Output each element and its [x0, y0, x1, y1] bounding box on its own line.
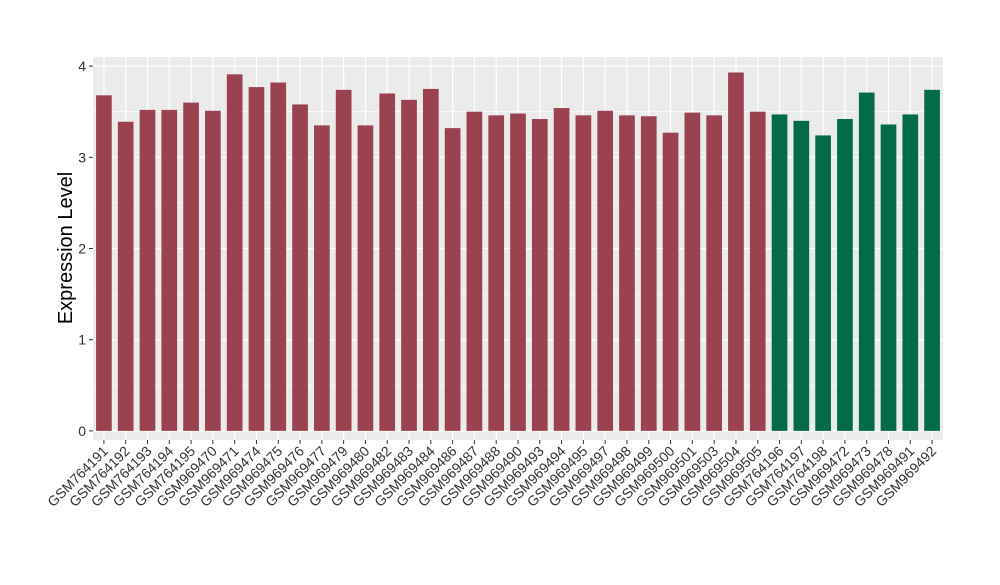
bar — [292, 104, 308, 431]
bar — [183, 102, 199, 431]
bar — [553, 108, 570, 431]
bar — [706, 115, 722, 431]
bar — [314, 125, 330, 431]
bar — [226, 74, 243, 431]
bar — [379, 93, 396, 431]
y-tick-label: 0 — [78, 423, 86, 439]
bar — [902, 114, 919, 431]
y-tick-label: 4 — [78, 58, 86, 74]
bar — [880, 124, 897, 431]
y-axis: 0 1 2 3 4 — [78, 58, 93, 439]
y-tick-label: 2 — [78, 241, 86, 257]
bar — [357, 125, 374, 431]
bar — [161, 109, 178, 431]
bar — [335, 89, 352, 431]
bar — [270, 82, 287, 431]
bar — [422, 88, 439, 431]
bar — [466, 111, 483, 431]
bar — [205, 110, 221, 431]
bar — [531, 119, 548, 431]
bar — [793, 120, 810, 431]
bar — [815, 135, 831, 431]
bar — [837, 119, 853, 431]
bar — [401, 99, 417, 431]
y-tick-label: 3 — [78, 149, 86, 165]
bar — [575, 115, 592, 431]
bar — [684, 112, 701, 431]
x-axis: GSM764191GSM764192GSM764193GSM764194GSM7… — [44, 440, 939, 510]
bar — [619, 115, 635, 431]
bar — [640, 116, 657, 431]
y-tick-label: 1 — [78, 332, 86, 348]
bar — [139, 109, 156, 431]
bars — [96, 72, 940, 431]
bar — [728, 72, 744, 431]
bar — [858, 92, 875, 431]
bar — [771, 114, 788, 431]
bar — [117, 121, 134, 431]
bar — [96, 95, 112, 431]
bar — [248, 87, 265, 431]
bar — [597, 110, 614, 431]
bar — [924, 89, 940, 431]
bar — [488, 115, 505, 431]
bar — [510, 113, 526, 431]
bar — [662, 132, 679, 431]
y-axis-title: Expression Level — [55, 172, 77, 324]
bar — [444, 128, 461, 431]
bar — [749, 111, 766, 431]
